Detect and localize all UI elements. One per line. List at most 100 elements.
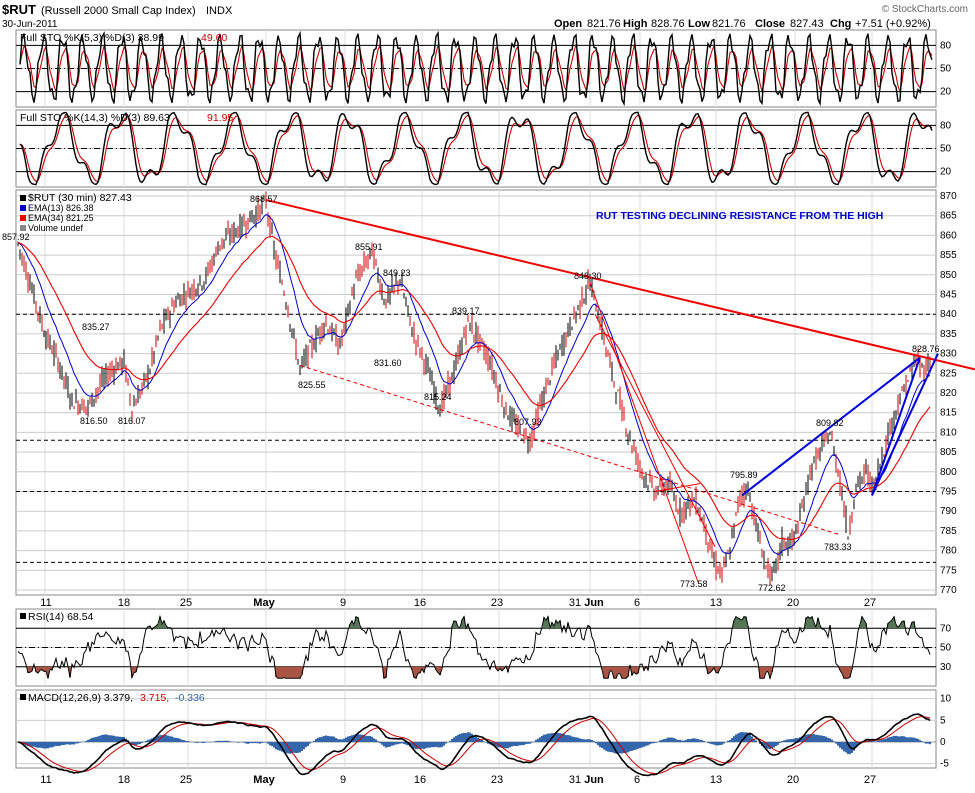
symbol: $RUT [2,2,36,17]
price-legend: $RUT (30 min) 827.43 [28,192,132,204]
y-tick-label: 10 [940,694,952,705]
y-tick-label: 835 [940,329,957,340]
chg-label: Chg [830,18,851,30]
stoch-fast-legend-d: 49.60 [201,32,227,44]
macd-hist-legend: -0.336 [175,692,205,704]
stoch-slow-legend: Full STO %K(14,3) %D(3) 89.63 [20,112,170,124]
channel-line-lower [589,282,699,583]
x-tick-label: 16 [414,774,426,786]
y-tick-label: 830 [940,349,957,360]
y-tick-label: 20 [940,167,952,178]
volume-legend-swatch [20,225,26,231]
y-tick-label: 870 [940,191,957,202]
x-tick-label: 13 [710,597,722,609]
y-tick-label: 845 [940,290,957,301]
price-annotation-label: 783.33 [824,542,852,552]
y-tick-label: 770 [940,585,957,596]
y-tick-label: -5 [940,759,949,770]
price-annotation-label: 773.58 [680,579,708,589]
y-tick-label: 780 [940,546,957,557]
resistance-annotation: RUT TESTING DECLINING RESISTANCE FROM TH… [596,210,883,222]
y-tick-label: 825 [940,368,957,379]
y-tick-label: 855 [940,250,957,261]
y-tick-label: 795 [940,487,957,498]
y-axes: 2050802050807707757807857907958008058108… [940,40,957,769]
stoch-d-line [19,42,933,94]
x-tick-label: 20 [787,774,799,786]
price-annotation-label: 835.27 [82,322,110,332]
x-tick-label: 18 [118,597,130,609]
volume-legend: Volume undef [28,223,84,233]
x-tick-label: 11 [40,774,51,786]
rsi-line [17,614,931,681]
exchange: INDX [206,5,233,17]
price-annotation-label: 807.93 [514,417,542,427]
stoch-k-line [19,111,933,186]
x-tick-label: 23 [491,774,503,786]
x-axes: 111118182525MayMay99161623233131JunJun66… [40,597,876,786]
rsi-series [17,614,931,681]
price-annotation-label: 828.76 [912,344,940,354]
stoch-fast-legend: Full STO %K(5,3) %D(3) 38.99 [20,32,164,44]
stoch-k-line [19,30,933,107]
y-tick-label: 785 [940,526,957,537]
x-tick-label: 31 [569,597,581,609]
open-label: Open [554,18,582,30]
y-tick-label: 840 [940,309,957,320]
stoch-fast-series [19,30,933,107]
y-tick-label: 30 [940,662,952,673]
blue-rising-line [741,356,921,497]
macd-legend-swatch [20,694,26,700]
chart-date: 30-Jun-2011 [2,19,58,30]
x-tick-label: 18 [118,774,130,786]
ema34-legend-swatch [20,215,26,221]
y-tick-label: 790 [940,506,957,517]
price-annotations: 857.92 835.27 816.50 816.07 868.57 825.55 855.… [2,194,940,593]
x-tick-label: 20 [787,597,799,609]
x-tick-label: 23 [491,597,503,609]
price-annotation-label: 855.91 [355,242,383,252]
x-tick-label: 25 [180,597,192,609]
y-tick-label: 820 [940,388,957,399]
price-annotation-label: 815.24 [424,392,452,402]
open-value: 821.76 [587,18,621,30]
ema34-line [17,235,931,540]
price-annotation-label: 825.55 [298,380,326,390]
ema13-legend-swatch [20,205,26,211]
price-annotation-label: 816.50 [80,416,108,426]
x-tick-label: May [253,597,275,609]
price-annotation-label: 849.23 [383,268,411,278]
y-tick-label: 50 [940,643,952,654]
high-value: 828.76 [651,18,685,30]
price-annotation-label: 816.07 [118,416,146,426]
x-tick-label: 9 [340,774,346,786]
price-annotation-label: 868.57 [250,194,278,204]
high-label: High [623,18,648,30]
price-series [17,191,975,585]
macd-signal-legend: 3.715, [140,692,169,704]
x-tick-label: Jun [584,774,604,786]
x-tick-label: 11 [40,597,51,609]
y-tick-label: 805 [940,447,957,458]
dashed-support-line [299,364,841,536]
y-tick-label: 80 [940,120,952,131]
x-tick-label: 9 [340,597,346,609]
ohlc-readout: Open 821.76 High 828.76 Low 821.76 Close… [554,18,931,30]
x-tick-label: 31 [569,774,581,786]
watermark: © StockCharts.com [882,4,968,15]
blue-wedge-upper [871,357,921,496]
blue-wedge-lower [871,353,939,496]
ema34-legend: EMA(34) 821.25 [28,213,94,223]
macd-signal-line [17,716,931,775]
x-tick-label: 6 [634,774,640,786]
x-tick-label: 16 [414,597,426,609]
x-tick-label: 13 [710,774,722,786]
price-annotation-label: 809.82 [816,418,844,428]
y-tick-label: 850 [940,270,957,281]
rsi-legend-swatch [20,613,26,619]
rsi-legend: RSI(14) 68.54 [28,611,94,623]
macd-panel [15,689,937,769]
y-tick-label: 50 [940,144,952,155]
